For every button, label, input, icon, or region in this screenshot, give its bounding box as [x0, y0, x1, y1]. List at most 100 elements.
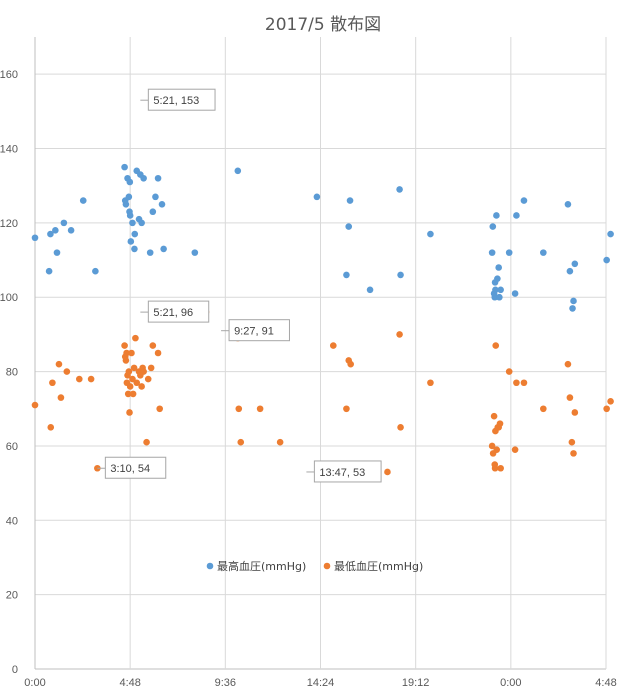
y-tick-label: 80	[6, 367, 18, 379]
systolic-point	[313, 193, 321, 201]
annotation-label: 5:21, 96	[153, 307, 193, 319]
systolic-point	[495, 264, 502, 271]
y-tick-label: 40	[6, 515, 18, 527]
diastolic-point	[511, 446, 519, 453]
systolic-point	[152, 193, 159, 201]
systolic-point	[138, 219, 145, 227]
diastolic-point	[384, 468, 391, 476]
systolic-point	[570, 297, 577, 305]
systolic-point	[564, 200, 572, 208]
y-tick-label: 0	[12, 664, 18, 676]
annotation-label: 9:27, 91	[234, 326, 274, 338]
diastolic-point	[154, 349, 162, 357]
diastolic-point	[129, 390, 137, 398]
annotation-label: 13:47, 53	[319, 467, 365, 479]
x-tick-label: 4:48	[119, 677, 140, 689]
systolic-point	[79, 197, 87, 204]
systolic-point	[126, 212, 134, 219]
diastolic-point	[496, 420, 504, 427]
diastolic-point	[343, 405, 350, 413]
diastolic-point	[568, 438, 576, 446]
diastolic-point	[147, 364, 155, 372]
diastolic-point	[564, 360, 572, 368]
diastolic-point	[138, 383, 145, 390]
systolic-point	[52, 227, 59, 234]
legend: 最高血圧(mmHg) 最低血圧(mmHg)	[206, 559, 423, 573]
diastolic-point	[256, 405, 264, 413]
diastolic-point	[497, 464, 504, 472]
diastolic-point	[130, 364, 138, 372]
systolic-point	[566, 267, 574, 275]
systolic-point	[603, 256, 610, 264]
diastolic-point	[329, 342, 337, 349]
systolic-point	[496, 293, 503, 301]
diastolic-point	[143, 438, 150, 446]
systolic-point	[505, 249, 513, 256]
systolic-point	[540, 249, 547, 256]
systolic-point	[140, 174, 147, 182]
diastolic-point	[125, 368, 133, 375]
diastolic-point	[570, 450, 577, 457]
diastolic-point	[488, 442, 496, 450]
x-tick-label: 9:36	[215, 677, 236, 689]
diastolic-point	[566, 394, 574, 401]
systolic-point	[47, 230, 54, 238]
diastolic-point	[397, 424, 404, 431]
diastolic-point	[237, 438, 245, 446]
data-annotations: 5:21, 153 5:21, 96 9:27, 91 3:10, 54 13:47, …	[97, 88, 382, 483]
diastolic-point	[128, 349, 135, 357]
diastolic-point	[144, 375, 152, 383]
systolic-point	[67, 227, 75, 234]
systolic-point	[488, 249, 496, 256]
systolic-point	[520, 197, 528, 204]
systolic-point	[497, 286, 504, 294]
systolic-point	[160, 245, 167, 253]
diastolic-point	[427, 379, 434, 387]
diastolic-point	[124, 390, 132, 398]
x-tick-label: 0:00	[500, 677, 521, 689]
diastolic-point	[156, 405, 164, 413]
systolic-point	[494, 275, 501, 282]
annotation-box	[147, 88, 216, 111]
diastolic-point	[607, 398, 614, 405]
systolic-point	[154, 174, 162, 182]
systolic-point	[125, 193, 133, 201]
systolic-point	[607, 230, 614, 238]
systolic-point	[146, 249, 154, 256]
diastolic-point	[276, 438, 284, 446]
legend-marker-diastolic	[323, 562, 331, 570]
diastolic-point	[235, 405, 243, 413]
systolic-point	[571, 260, 579, 268]
diastolic-point	[76, 375, 83, 383]
diastolic-point	[87, 375, 95, 383]
y-tick-label: 60	[6, 441, 18, 453]
diastolic-point	[571, 409, 579, 416]
legend-marker-systolic	[206, 562, 214, 570]
diastolic-point	[49, 379, 56, 387]
axes: 0 20 40 60 80 100 120 140 160 0:00 4:48 9:36 14:24 19…	[0, 69, 617, 689]
systolic-point	[126, 178, 134, 186]
legend-label-systolic: 最高血圧(mmHg)	[217, 559, 306, 573]
systolic-point	[569, 305, 576, 312]
annotation-label: 5:21, 153	[153, 95, 199, 107]
systolic-point	[121, 163, 128, 171]
diastolic-point	[47, 424, 55, 431]
y-tick-label: 140	[0, 144, 18, 156]
diastolic-point	[129, 375, 136, 383]
systolic-point	[131, 245, 138, 253]
systolic-point	[158, 200, 166, 208]
annotation-box	[228, 319, 290, 342]
x-tick-label: 4:48	[595, 677, 616, 689]
diastolic-point	[122, 357, 130, 364]
diastolic-point	[540, 405, 547, 413]
annotation-label: 3:10, 54	[110, 463, 150, 475]
annotation-box	[104, 456, 167, 479]
systolic-point	[149, 208, 157, 216]
diastolic-point	[57, 394, 65, 401]
diastolic-point	[126, 383, 134, 390]
diastolic-point	[492, 342, 500, 349]
systolic-point	[366, 286, 374, 294]
systolic-point	[345, 223, 353, 230]
